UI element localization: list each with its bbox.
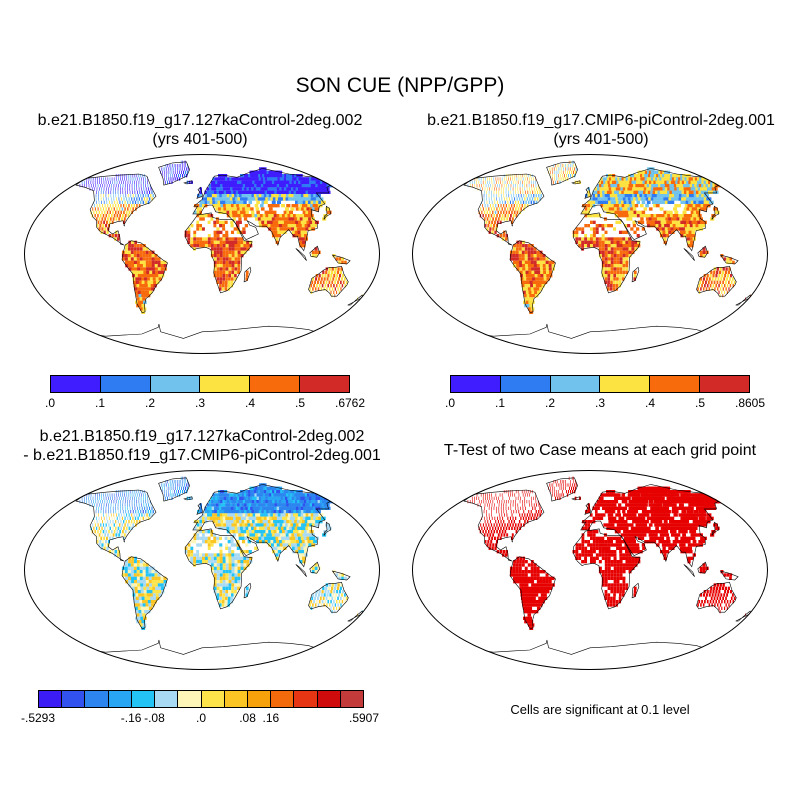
colorbar-case2 <box>450 375 750 393</box>
panel-1-title: b.e21.B1850.f19_g17.127kaControl-2deg.00… <box>0 111 400 149</box>
panel-4-title-line1: T-Test of two Case means at each grid po… <box>443 442 757 459</box>
map-ttest <box>412 470 768 670</box>
panel-3-title: b.e21.B1850.f19_g17.127kaControl-2deg.00… <box>0 427 404 465</box>
colorbar-diff-label: -.08 <box>144 711 165 725</box>
colorbar-case1 <box>50 375 350 393</box>
map-case2 <box>412 154 768 354</box>
colorbar-case2-labels: .0 .1 .2 .3 .4 .5 .8605 <box>445 396 765 412</box>
colorbar-diff-box-3 <box>108 691 132 707</box>
colorbar-diff-label: .16 <box>262 711 280 725</box>
colorbar-diff-box-8 <box>224 691 248 707</box>
colorbar-case2-label: .5 <box>694 396 706 410</box>
panel-2-title-line1: b.e21.B1850.f19_g17.CMIP6-piControl-2deg… <box>427 112 775 129</box>
colorbar-diff-box-10 <box>271 691 295 707</box>
colorbar-case2-box-2 <box>550 376 601 392</box>
significance-note: Cells are significant at 0.1 level <box>510 702 690 717</box>
figure-title: SON CUE (NPP/GPP) <box>295 74 505 97</box>
colorbar-diff-label: -.16 <box>120 711 142 725</box>
colorbar-case1-labels: .0 .1 .2 .3 .4 .5 .6762 <box>45 396 365 412</box>
map-difference <box>24 470 380 670</box>
colorbar-diff-label: .0 <box>195 711 207 725</box>
colorbar-case1-box-5 <box>300 376 349 392</box>
panel-1-title-line1: b.e21.B1850.f19_g17.127kaControl-2deg.00… <box>37 112 363 129</box>
colorbar-case2-label: .8605 <box>734 396 766 410</box>
colorbar-diff-box-1 <box>62 691 86 707</box>
colorbar-case1-label: .0 <box>44 396 56 410</box>
coastlines <box>75 477 364 670</box>
colorbar-case1-box-2 <box>150 376 201 392</box>
colorbar-case2-box-4 <box>650 376 701 392</box>
colorbar-case2-label: .2 <box>544 396 556 410</box>
colorbar-case2-label: .1 <box>494 396 506 410</box>
colorbar-diff-box-9 <box>247 691 272 707</box>
colorbar-diff-box-13 <box>340 691 364 707</box>
map-border <box>24 154 380 354</box>
colorbar-case2-box-5 <box>700 376 749 392</box>
colorbar-diff-box-4 <box>131 691 156 707</box>
colorbar-case2-box-0 <box>451 376 501 392</box>
colorbar-case1-label: .6762 <box>334 396 366 410</box>
panel-3-title-line2: - b.e21.B1850.f19_g17.CMIP6-piControl-2d… <box>23 447 381 464</box>
colorbar-difference <box>38 690 364 708</box>
colorbar-case2-box-3 <box>600 376 651 392</box>
colorbar-case1-box-0 <box>51 376 101 392</box>
colorbar-diff-label: .5907 <box>348 711 380 725</box>
map-cells <box>79 476 363 630</box>
colorbar-case1-box-1 <box>100 376 151 392</box>
colorbar-case1-label: .3 <box>194 396 206 410</box>
panel-2-title: b.e21.B1850.f19_g17.CMIP6-piControl-2deg… <box>398 111 800 149</box>
colorbar-difference-labels: -.5293 -.16 -.08 .0 .08 .16 .5907 <box>21 711 379 727</box>
map-cells <box>467 476 746 630</box>
map-cells <box>467 160 751 314</box>
panel-2-title-line2: (yrs 401-500) <box>553 131 649 148</box>
colorbar-case2-label: .4 <box>644 396 656 410</box>
colorbar-diff-box-6 <box>178 691 202 707</box>
panel-1-title-line2: (yrs 401-500) <box>152 131 248 148</box>
colorbar-case2-label: .3 <box>594 396 606 410</box>
colorbar-case2-label: .0 <box>444 396 456 410</box>
colorbar-diff-label: -.5293 <box>20 711 56 725</box>
colorbar-diff-label: .08 <box>239 711 256 725</box>
colorbar-case1-box-4 <box>250 376 301 392</box>
map-border <box>412 154 768 354</box>
colorbar-diff-box-12 <box>317 691 341 707</box>
colorbar-case1-label: .1 <box>94 396 106 410</box>
colorbar-case1-label: .5 <box>294 396 306 410</box>
panel-4-title: T-Test of two Case means at each grid po… <box>400 441 800 460</box>
colorbar-diff-box-0 <box>39 691 63 707</box>
colorbar-case1-box-3 <box>200 376 251 392</box>
colorbar-case1-label: .2 <box>144 396 156 410</box>
map-case1 <box>24 154 380 354</box>
map-cells <box>79 160 363 314</box>
map-border <box>412 470 768 670</box>
map-border <box>24 470 380 670</box>
colorbar-diff-box-5 <box>155 691 179 707</box>
colorbar-diff-box-2 <box>85 691 109 707</box>
colorbar-diff-box-7 <box>201 691 225 707</box>
colorbar-case2-box-1 <box>500 376 551 392</box>
colorbar-diff-box-11 <box>294 691 318 707</box>
panel-3-title-line1: b.e21.B1850.f19_g17.127kaControl-2deg.00… <box>39 428 365 445</box>
colorbar-case1-label: .4 <box>244 396 256 410</box>
